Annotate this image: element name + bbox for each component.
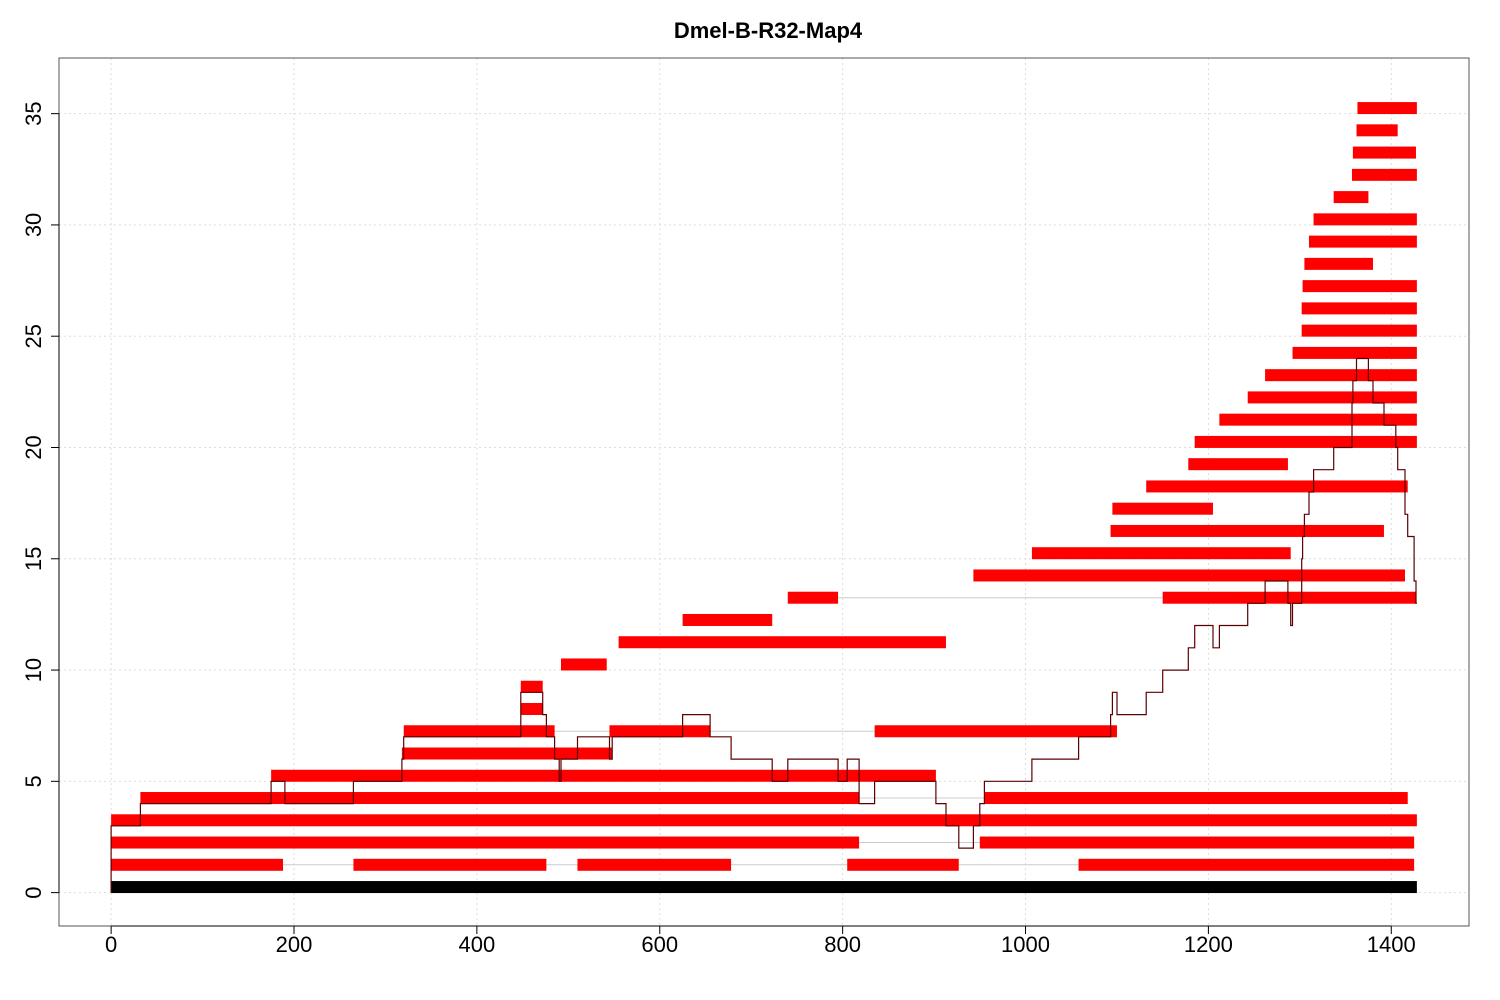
x-tick-label: 400 bbox=[459, 932, 496, 957]
coverage-line bbox=[110, 357, 1417, 893]
y-tick-label: 10 bbox=[21, 658, 46, 682]
segment-bar bbox=[1188, 458, 1288, 471]
segment-bar bbox=[1356, 124, 1398, 137]
y-axis: 0 5 10 15 20 25 30 35 bbox=[21, 101, 60, 899]
x-tick-label: 200 bbox=[276, 932, 313, 957]
segment-bar bbox=[111, 858, 284, 871]
segment-bar bbox=[1301, 324, 1417, 337]
segment-bar bbox=[609, 725, 711, 738]
y-tick-label: 15 bbox=[21, 547, 46, 571]
segment-bar bbox=[111, 814, 1417, 827]
y-tick-label: 5 bbox=[21, 775, 46, 787]
segment-bar bbox=[1301, 302, 1417, 315]
segment-bar bbox=[1078, 858, 1415, 871]
y-tick-label: 0 bbox=[21, 886, 46, 898]
segment-bar bbox=[1352, 146, 1416, 159]
x-tick-label: 0 bbox=[105, 932, 117, 957]
base-bar bbox=[111, 881, 1417, 894]
x-tick-label: 600 bbox=[641, 932, 678, 957]
chart-title: Dmel-B-R32-Map4 bbox=[674, 18, 863, 43]
segment-bar bbox=[1112, 502, 1213, 515]
segment-bar bbox=[618, 636, 946, 649]
x-tick-label: 1400 bbox=[1367, 932, 1416, 957]
y-tick-label: 35 bbox=[21, 101, 46, 125]
segment-bar bbox=[561, 658, 607, 671]
segment-bar bbox=[1302, 280, 1417, 293]
segment-bar bbox=[1357, 102, 1417, 115]
segment-bar bbox=[1292, 346, 1417, 359]
segment-bar bbox=[111, 836, 860, 849]
y-tick-label: 25 bbox=[21, 324, 46, 348]
segment-bar bbox=[787, 591, 839, 604]
segment-bar bbox=[979, 836, 1415, 849]
segment-bar bbox=[1031, 547, 1291, 560]
segment-bar bbox=[401, 747, 613, 760]
segment-bar bbox=[520, 703, 543, 715]
segment-bar bbox=[1219, 413, 1417, 426]
segment-bar bbox=[1308, 235, 1417, 248]
segment-bar bbox=[1110, 524, 1384, 537]
y-tick-label: 20 bbox=[21, 435, 46, 459]
segment-bar bbox=[1194, 435, 1417, 448]
segment-bar bbox=[973, 569, 1405, 582]
x-tick-label: 1200 bbox=[1184, 932, 1233, 957]
segment-bar bbox=[1333, 191, 1369, 204]
segment-bar bbox=[1247, 391, 1417, 404]
segment-bar bbox=[984, 792, 1408, 805]
segment-bar bbox=[1304, 257, 1373, 270]
y-tick-label: 30 bbox=[21, 213, 46, 237]
segment-bar bbox=[1146, 480, 1408, 493]
segment-bar bbox=[140, 792, 860, 805]
segment-bar bbox=[403, 725, 555, 738]
x-tick-label: 800 bbox=[824, 932, 861, 957]
segment-bar bbox=[577, 858, 732, 871]
base-bar-layer bbox=[111, 881, 1417, 894]
segment-bar bbox=[1162, 591, 1416, 604]
segment-bar bbox=[1351, 168, 1417, 181]
x-axis: 0 200 400 600 800 1000 1200 1400 bbox=[105, 925, 1416, 957]
coverage-line-layer bbox=[110, 357, 1417, 893]
segment-bar bbox=[1313, 213, 1417, 226]
segment-bar bbox=[271, 769, 936, 782]
segment-bar bbox=[847, 858, 959, 871]
segment-bar bbox=[353, 858, 547, 871]
x-tick-label: 1000 bbox=[1001, 932, 1050, 957]
segment-bar bbox=[520, 680, 543, 693]
segment-bar bbox=[682, 613, 773, 626]
segment-bar bbox=[874, 725, 1117, 738]
segment-bars bbox=[111, 102, 1417, 871]
segment-bar bbox=[1265, 369, 1417, 382]
